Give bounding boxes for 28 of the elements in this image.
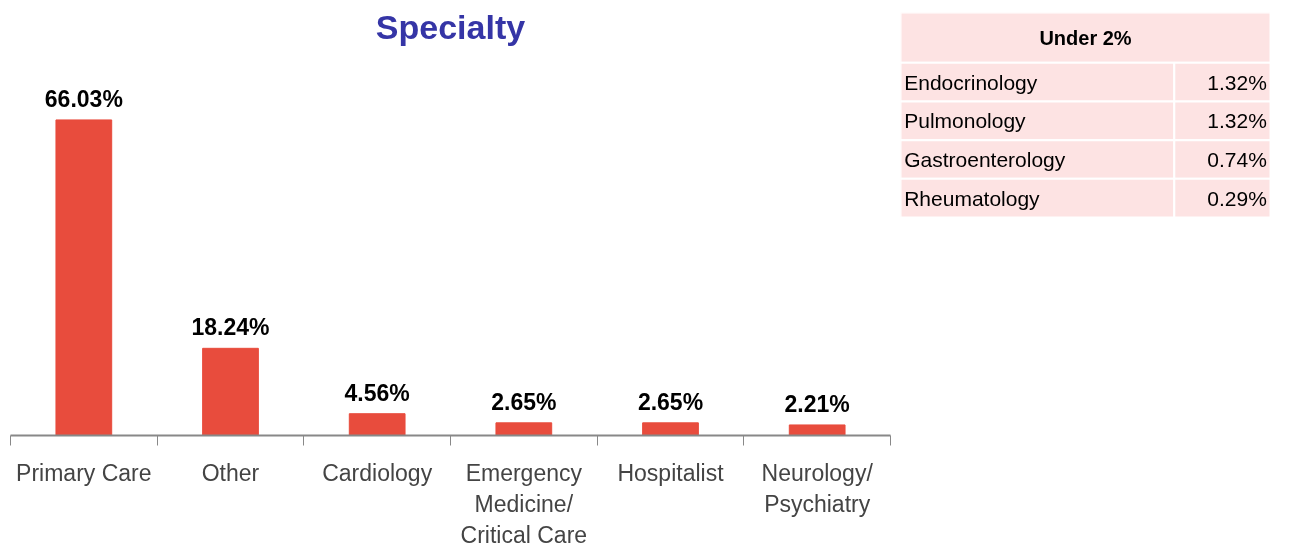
data-label: 66.03% xyxy=(44,85,123,112)
bar xyxy=(55,119,113,436)
text: 1.32% xyxy=(1207,70,1267,94)
x-tick-label: Neurology/ Psychiatry xyxy=(761,459,874,517)
text: 1.32% xyxy=(1207,109,1267,133)
text: 0.29% xyxy=(1207,186,1267,210)
data-label: 18.24% xyxy=(191,314,270,341)
bar xyxy=(495,422,553,436)
text: Under 2% xyxy=(1039,26,1132,49)
x-tick-label: Primary Care xyxy=(16,459,152,486)
category-label: Pulmonology xyxy=(904,109,1027,133)
data-label: 2.65% xyxy=(491,388,557,415)
bar xyxy=(202,347,259,436)
x-tick-label: Cardiology xyxy=(322,459,433,486)
x-tick-label: Other xyxy=(201,459,260,486)
x-tick-label: Hospitalist xyxy=(617,459,725,486)
text: 0.74% xyxy=(1207,147,1267,171)
x-tick-label: Emergency Medicine/ Critical Care xyxy=(460,459,588,548)
category-label: Gastroenterology xyxy=(904,147,1066,171)
bar xyxy=(788,424,846,436)
data-label: 4.56% xyxy=(344,379,410,406)
data-label: 2.65% xyxy=(637,388,704,415)
bar xyxy=(348,413,406,436)
data-label: 2.21% xyxy=(784,390,850,417)
bar xyxy=(642,422,699,436)
category-label: Endocrinology xyxy=(904,70,1038,94)
category-label: Rheumatology xyxy=(904,186,1041,210)
chart-title: Specialty xyxy=(375,7,526,46)
